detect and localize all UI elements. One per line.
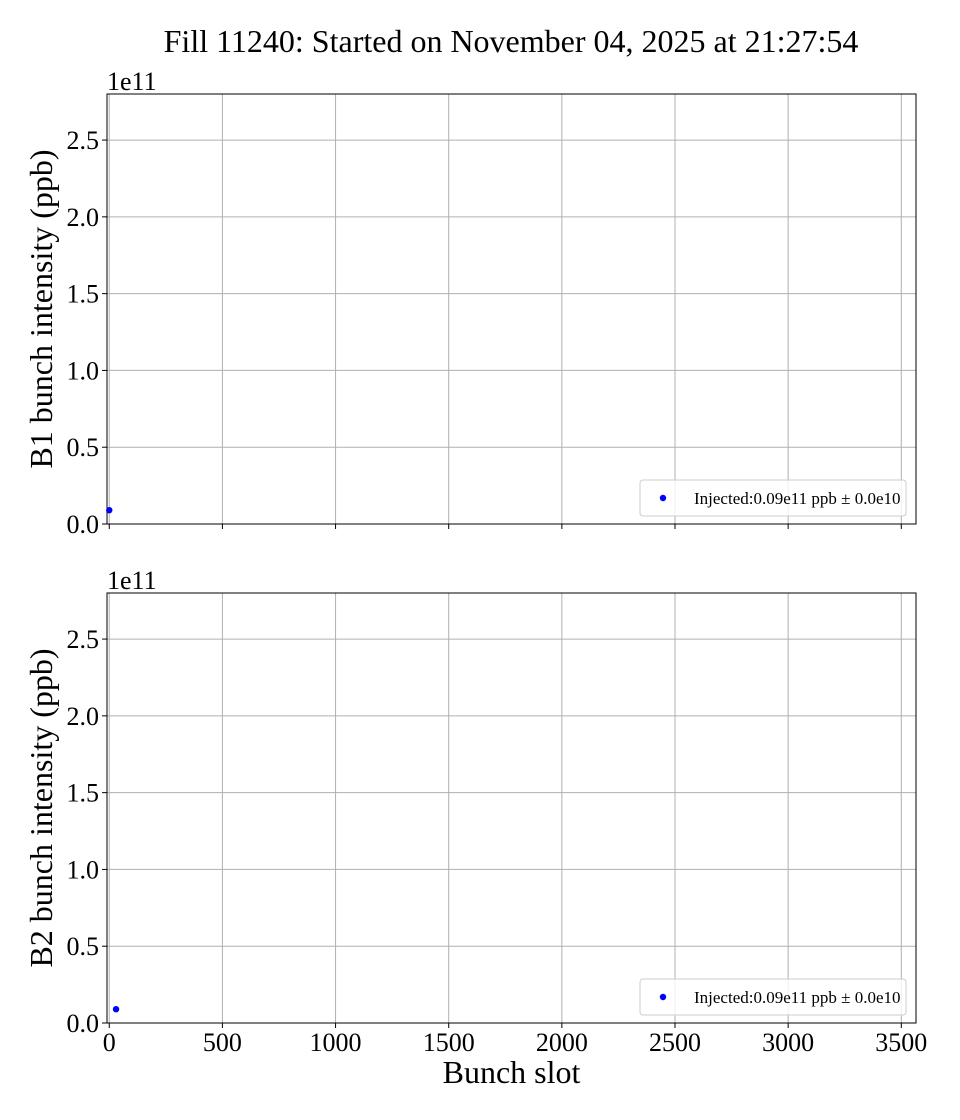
subplot-1: 0.0 0.5 1.0 1.5 2.0 2.5 1e11 B1 bunch intensity… [23,67,917,539]
y-offset-text: 1e11 [107,566,157,595]
figure-title: Fill 11240: Started on November 04, 2025… [164,23,859,59]
y-tick-label: 0.0 [67,510,100,539]
legend-marker [659,494,667,502]
legend: Injected:0.09e11 ppb ± 0.0e10 [639,978,907,1016]
y-tick-label: 2.5 [67,126,100,155]
x-tick-label: 0 [103,1028,116,1057]
x-tick-label: 3500 [875,1028,927,1057]
legend-label: Injected:0.09e11 ppb ± 0.0e10 [694,489,901,508]
y-tick-label: 2.5 [67,625,100,654]
y-tick-label: 1.0 [67,855,100,884]
axes-frame [106,592,917,1024]
x-tick-label: 2000 [536,1028,588,1057]
y-tick-label: 0.5 [67,932,100,961]
legend-frame [639,479,907,517]
axes-frame [106,93,917,525]
y-tick-label: 1.5 [67,280,100,309]
grid [107,94,916,525]
x-tick-label: 1500 [423,1028,475,1057]
y-tick-label: 1.0 [67,356,100,385]
data-point [112,1005,120,1013]
y-tick-label: 2.0 [67,702,100,731]
series-1 [112,1005,120,1013]
y-axis-label: B1 bunch intensity (ppb) [23,149,59,468]
x-tick-label: 1000 [310,1028,362,1057]
y-tick-label: 0.0 [67,1009,100,1038]
legend-label: Injected:0.09e11 ppb ± 0.0e10 [694,988,901,1007]
subplots: 0.0 0.5 1.0 1.5 2.0 2.5 1e11 B1 bunch intensity… [23,67,927,1090]
legend-marker [659,993,667,1001]
y-tick-label: 1.5 [67,779,100,808]
x-tick-label: 3000 [762,1028,814,1057]
x-tick-label: 2500 [649,1028,701,1057]
subplot-2: 0 500 1000 1500 2000 2500 3000 3500 0.0 0.5 1.0 1.5… [23,566,927,1090]
y-offset-text: 1e11 [107,67,157,96]
x-axis-label: Bunch slot [443,1054,581,1090]
data-point [106,506,113,514]
x-tick-label: 500 [203,1028,242,1057]
series-1 [106,506,113,514]
y-tick-label: 0.5 [67,433,100,462]
y-tick-label: 2.0 [67,203,100,232]
legend-frame [639,978,907,1016]
legend: Injected:0.09e11 ppb ± 0.0e10 [639,479,907,517]
y-axis-label: B2 bunch intensity (ppb) [23,648,59,967]
grid [107,593,916,1024]
